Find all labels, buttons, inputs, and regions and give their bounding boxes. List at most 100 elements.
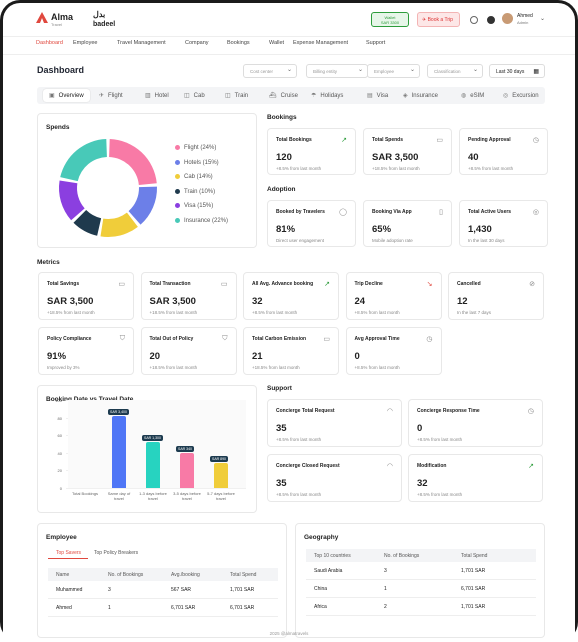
wallet-icon: ▭ [323, 336, 330, 343]
employee-dropdown[interactable]: Employee [367, 64, 420, 78]
tab-excursion[interactable]: ◎ Excursion [503, 92, 539, 99]
metrics-card-5-subtext: Improved by 3% [47, 365, 80, 370]
date-range-label: Last 30 days [496, 69, 525, 75]
employee-cell: 567 SAR [171, 587, 192, 593]
wallet-balance-button[interactable]: Wallet SAR 3300 [371, 12, 409, 27]
grid-line [66, 488, 246, 489]
legend-dot [175, 203, 180, 208]
tab-cab[interactable]: ◫ Cab [184, 92, 205, 99]
bar-3 [180, 452, 194, 488]
tab-flight[interactable]: ✈ Flight [99, 92, 123, 99]
tab-cruise[interactable]: ⛴ Cruise [269, 92, 298, 99]
classification-dropdown[interactable]: Classification [427, 64, 483, 78]
spends-card: Spends [37, 113, 257, 248]
metrics-card-4-value: 12 [457, 296, 468, 307]
refresh-icon[interactable] [470, 16, 478, 24]
tab-cruise-icon: ⛴ [269, 93, 277, 99]
geography-col-header[interactable]: No. of Bookings [384, 553, 420, 559]
nav-item-dashboard[interactable]: Dashboard [36, 40, 63, 46]
category-tabs: ▣ Overview ✈ Flight ▥ Hotel ◫ Cab ◫ Train ⛴ Cruise ☂… [37, 87, 545, 104]
employee-cell: 6,701 SAR [171, 605, 196, 611]
bar-4 [214, 463, 228, 488]
bookings-card-0-subtext: +8.5% from last month [276, 166, 322, 171]
row-divider [306, 597, 536, 598]
employee-card: Employee Top Savers Top Policy Breakers … [37, 523, 287, 638]
trend-up-icon: ↗ [528, 463, 534, 470]
geography-cell: 3 [384, 568, 387, 574]
nav-item-bookings[interactable]: Bookings [227, 40, 250, 46]
metrics-card-2-value: 32 [252, 296, 263, 307]
alma-logo-icon [36, 12, 48, 23]
support-card-2-subtext: +8.5% from last month [276, 492, 322, 497]
legend-dot [175, 159, 180, 165]
tab-holidays[interactable]: ☂ Holidays [311, 92, 343, 99]
tab-train[interactable]: ◫ Train [225, 92, 248, 99]
adoption-card-0: Booked by Travelers 81% Direct user engage… [267, 200, 356, 247]
nav-item-company[interactable]: Company [185, 40, 209, 46]
cost-center-dropdown[interactable]: Cost center [243, 64, 297, 78]
support-card-1-value: 0 [417, 423, 423, 434]
partner-logo-latin: badeel [93, 21, 116, 28]
tab-top-savers[interactable]: Top Savers [56, 550, 82, 556]
employee-col-header[interactable]: Total Spend [230, 572, 257, 578]
employee-cell: 3 [108, 587, 111, 593]
tab-visa[interactable]: ▤ Visa [367, 92, 388, 99]
user-menu-chevron-icon[interactable]: ⌄ [540, 16, 546, 22]
adoption-section-title: Adoption [267, 186, 296, 193]
avatar[interactable] [502, 13, 513, 24]
geography-col-header[interactable]: Total Spend [461, 553, 488, 559]
partner-logo-arabic: بدل [93, 10, 106, 19]
book-trip-button[interactable]: ✈ Book a Trip [417, 12, 460, 27]
metrics-card-0: Total Savings SAR 3,500 +18.5% from last m… [38, 272, 134, 320]
tab-insurance[interactable]: ◈ Insurance [403, 92, 438, 99]
geography-cell: 1,701 SAR [461, 604, 486, 610]
employee-col-header[interactable]: No. of Bookings [108, 572, 144, 578]
y-tick-label: 20 [57, 468, 62, 474]
wallet-icon: ▭ [436, 137, 443, 144]
row-divider [48, 598, 278, 599]
geography-cell: 2 [384, 604, 387, 610]
tab-esim[interactable]: ◍ eSIM [461, 92, 484, 99]
row-divider [306, 579, 536, 580]
metrics-card-2: All Avg. Advance booking 32 +8.5% from las… [243, 272, 339, 320]
support-card-1-title: Concierge Response Time [417, 408, 480, 414]
adoption-card-2-title: Total Active Users [468, 209, 512, 215]
metrics-card-3-title: Trip Decline [354, 281, 383, 287]
nav-item-expense-management[interactable]: Expense Management [293, 40, 349, 46]
shield-icon: ⛉ [222, 335, 228, 342]
legend-item-cab: Cab (14%) [175, 174, 213, 180]
metrics-card-1-value: SAR 3,500 [149, 296, 196, 307]
metrics-card-5: Policy Compliance 91% Improved by 3% ⛉ [38, 327, 134, 375]
wallet-icon: ▭ [220, 281, 228, 288]
tab-hotel[interactable]: ▥ Hotel [145, 92, 169, 99]
nav-item-travel-management[interactable]: Travel Management [117, 40, 166, 46]
legend-label: Visa (15%) [184, 203, 214, 210]
tab-overview[interactable]: ▣ Overview [43, 89, 90, 102]
notification-icon[interactable] [487, 16, 495, 24]
support-card-0-subtext: +8.5% from last month [276, 437, 322, 442]
legend-item-visa: Visa (15%) [175, 203, 213, 209]
employee-col-header[interactable]: Name [56, 572, 70, 578]
geography-title: Geography [304, 534, 339, 541]
nav-item-wallet[interactable]: Wallet [269, 40, 285, 46]
legend-label: Cab (14%) [184, 174, 213, 181]
legend-dot [175, 145, 180, 150]
billing-entity-dropdown[interactable]: Billing entity [306, 64, 368, 78]
geography-cell: Africa [314, 604, 327, 610]
bar-data-label: SAR 1,300 [142, 435, 163, 442]
clock-icon: ◷ [527, 408, 534, 415]
geography-col-header[interactable]: Top 10 countries [314, 553, 351, 559]
bookings-card-0-title: Total Bookings [276, 137, 312, 143]
date-range-button[interactable]: Last 30 days ▦ [489, 64, 545, 78]
tab-top-policy-breakers[interactable]: Top Policy Breakers [94, 550, 139, 556]
tab-cab-icon: ◫ [184, 93, 190, 99]
legend-item-hotels: Hotels (15%) [175, 159, 219, 166]
metrics-card-7-subtext: +18.5% from last month [252, 365, 300, 370]
wallet-icon: ▭ [118, 281, 125, 288]
trend-up-icon: ↗ [341, 137, 347, 144]
employee-col-header[interactable]: Avg./booking [171, 572, 200, 578]
bar-data-label: SAR 3,400 [108, 408, 129, 415]
nav-item-support[interactable]: Support [366, 40, 386, 46]
nav-item-employee[interactable]: Employee [73, 40, 98, 46]
support-section-title: Support [267, 385, 292, 392]
